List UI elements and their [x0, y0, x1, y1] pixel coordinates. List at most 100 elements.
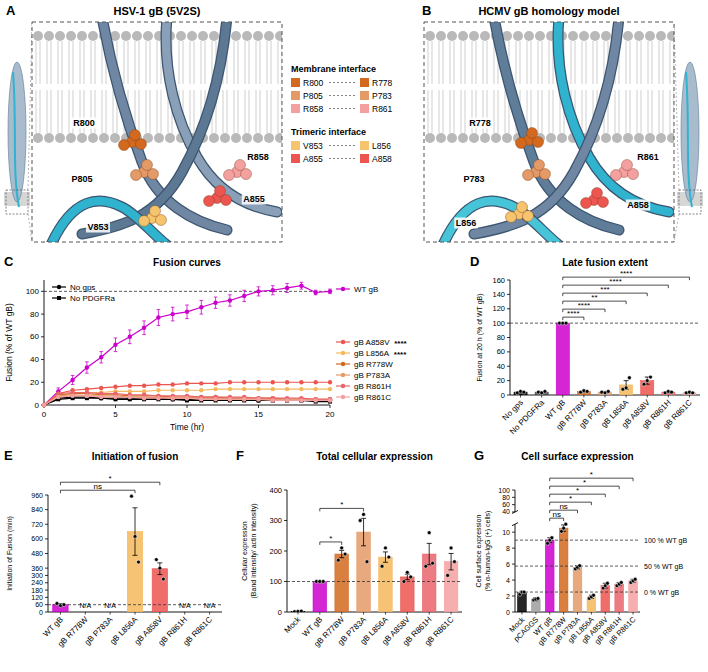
data-point: [113, 395, 117, 399]
key-swatch: [291, 104, 300, 113]
lipid-tail: [465, 41, 466, 84]
thumb-zoom-box: [6, 190, 28, 214]
axis-break: [512, 510, 518, 513]
x-tick: [668, 395, 669, 398]
error-bar: [157, 310, 161, 326]
data-point: [314, 380, 318, 384]
y-tick: [45, 553, 48, 554]
lipid-tail: [69, 90, 70, 133]
data-point: [99, 395, 103, 399]
x-tick: [647, 395, 648, 398]
lipid-head: [275, 133, 282, 143]
lipid-head: [546, 133, 556, 143]
significance: ****: [609, 277, 621, 286]
y-axis: [44, 280, 45, 405]
thumb-zoom-box: [679, 190, 701, 214]
residue-label: R778: [469, 118, 491, 128]
lipid-tail: [36, 41, 37, 84]
data-point: [285, 398, 289, 402]
data-point: [256, 397, 260, 401]
y-tick-label: 300: [269, 516, 282, 525]
lipid-head: [66, 31, 76, 41]
reference-label: 100 % WT gB: [644, 537, 687, 545]
key-label: R800: [303, 78, 324, 88]
lipid-tail: [439, 90, 440, 133]
lipid-tail: [40, 90, 41, 133]
legend-label: gB R778W: [354, 360, 393, 369]
y-tick: [45, 509, 48, 510]
y-axis-title: Fusion at 20 h (% of WT gB): [476, 293, 484, 381]
data-point: [228, 387, 232, 391]
data-point: [171, 396, 175, 400]
plot-overlay: [515, 321, 694, 395]
data-point: [314, 398, 318, 402]
y-tick-label: 200: [269, 547, 282, 556]
y-axis-title: (% α-human-IgG (+) cells): [484, 511, 492, 592]
panel-letter: A: [6, 3, 16, 18]
lipid-tail: [267, 41, 268, 84]
lipid-tail: [102, 41, 103, 84]
y-tick: [45, 538, 48, 539]
replicate-point: [642, 382, 646, 386]
data-point: [314, 387, 318, 391]
lipid-head: [469, 133, 479, 143]
lipid-tail: [205, 41, 206, 84]
x-tick: [330, 405, 331, 408]
lipid-head: [121, 31, 131, 41]
residue-sphere: [130, 130, 141, 141]
data-point: [242, 397, 246, 401]
lipid-tail: [432, 41, 433, 84]
lipid-tail: [271, 90, 272, 133]
error-bar: [242, 290, 246, 301]
y-tick-label: 960: [31, 492, 43, 499]
y-tick: [512, 564, 515, 565]
y-tick-label: 0: [35, 401, 40, 410]
x-tick: [451, 612, 452, 615]
y-tick-label: 840: [31, 506, 43, 513]
error-bar: [99, 352, 103, 363]
data-point: [85, 394, 89, 398]
y-tick: [41, 291, 44, 292]
plot-area: [291, 532, 458, 612]
lipid-head: [242, 133, 252, 143]
thumb-protein: [681, 62, 699, 202]
bar: [587, 597, 596, 612]
lipid-head: [44, 31, 54, 41]
value-label: N/A: [179, 602, 191, 609]
x-tick: [562, 395, 563, 398]
lipid-head: [231, 31, 241, 41]
lipid-head: [623, 31, 633, 41]
data-point: [171, 312, 175, 316]
error-bar: [71, 375, 75, 384]
data-point: [70, 394, 74, 398]
lipid-tail: [454, 41, 455, 84]
x-tick: [619, 612, 620, 615]
error-bar: [427, 543, 432, 564]
plot-area: [42, 282, 332, 407]
x-tick: [583, 395, 584, 398]
lipid-tail: [494, 90, 495, 133]
lipid-tail: [641, 90, 642, 133]
residue-label: R861: [637, 152, 659, 162]
lipid-tail: [102, 90, 103, 133]
data-point: [128, 335, 132, 339]
replicate-point: [158, 566, 162, 570]
replicate-point: [362, 513, 366, 517]
y-tick-label: 60: [35, 601, 43, 608]
lipid-tail: [128, 41, 129, 84]
lipid-head: [66, 133, 76, 143]
lipid-head: [231, 133, 241, 143]
replicate-point: [645, 379, 649, 383]
lipid-tail: [157, 90, 158, 133]
data-point: [256, 289, 260, 293]
y-tick-label: 40: [502, 508, 510, 515]
legend-label: No gps: [70, 283, 95, 292]
bar: [53, 605, 68, 612]
data-point: [142, 326, 146, 330]
chart-panel: FTotal cellular expression0100200300400C…: [236, 448, 462, 649]
significance: ns: [93, 482, 101, 491]
label-patch: [72, 118, 97, 129]
data-point: [328, 380, 332, 384]
lipid-head: [264, 31, 274, 41]
key-label: R858: [303, 104, 324, 114]
